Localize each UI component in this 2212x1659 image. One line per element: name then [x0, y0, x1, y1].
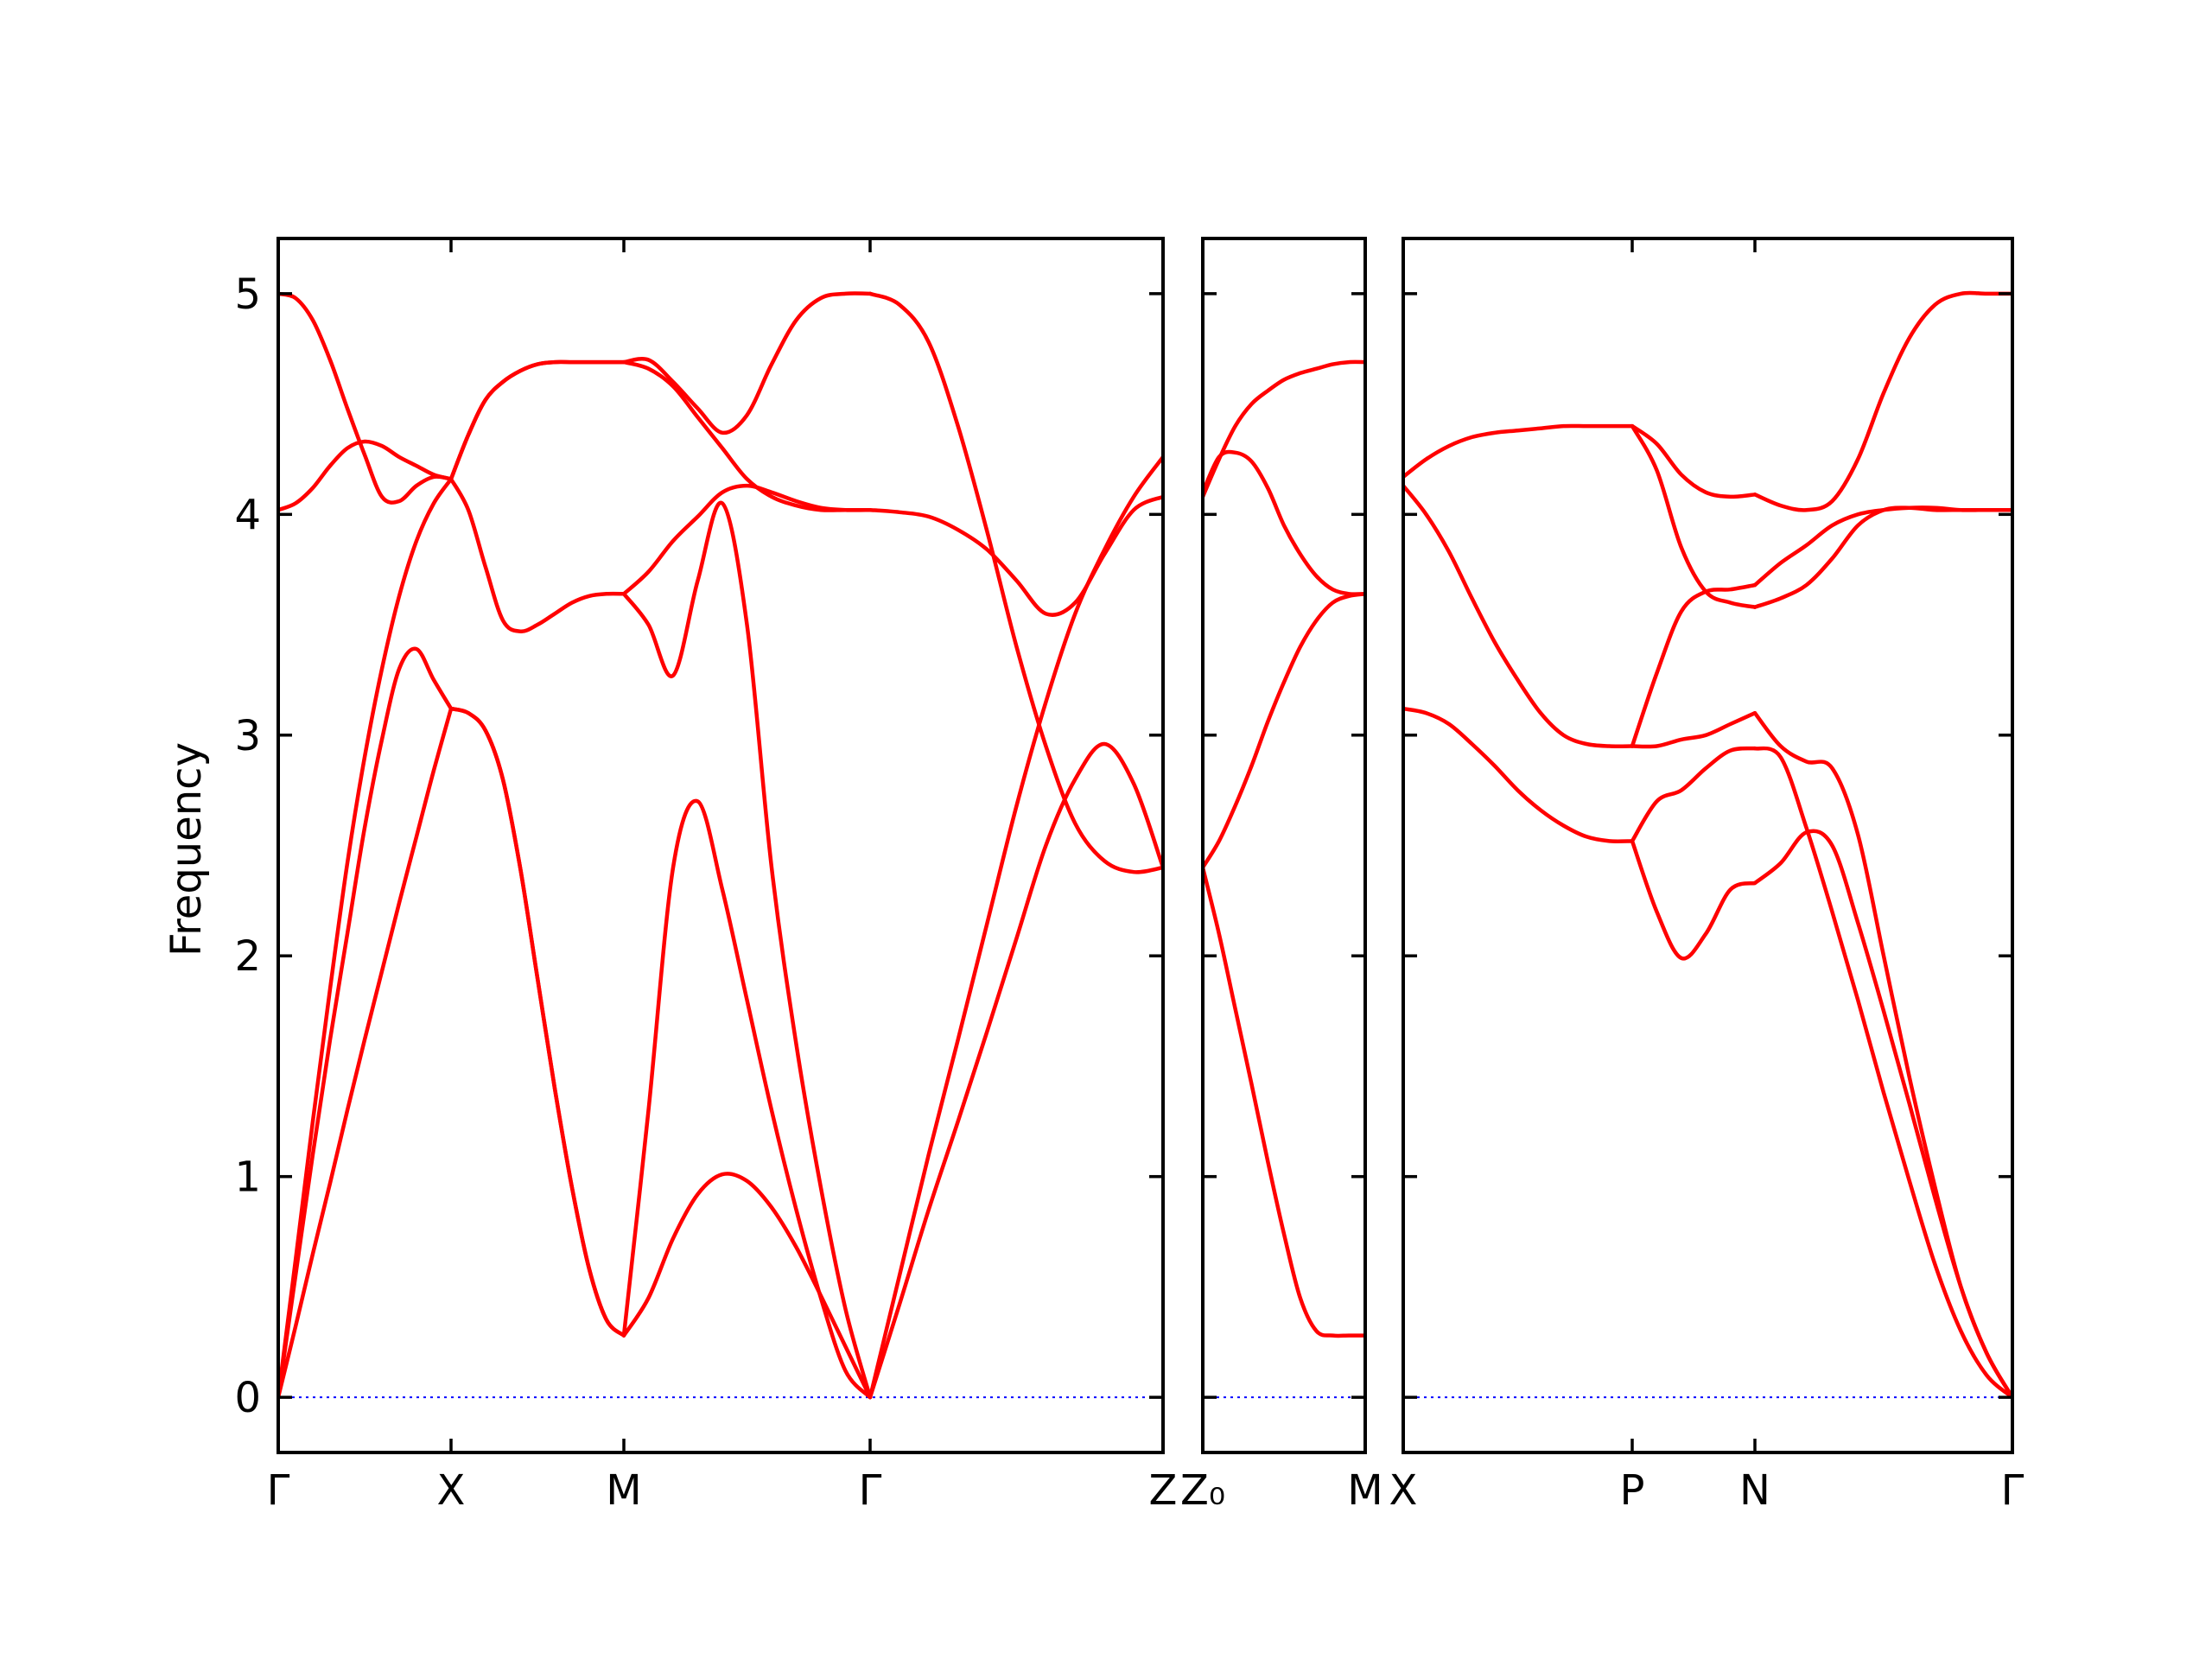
panel-frame [1402, 237, 2014, 1454]
band-line-1-2-1 [448, 706, 626, 1338]
band-line-2-1-3 [1203, 449, 1365, 596]
band-line-1-3-6 [621, 359, 873, 512]
band-line-3-1-1 [1403, 706, 1635, 844]
band-line-1-3-4 [621, 483, 873, 596]
y-tick-label: 2 [234, 932, 261, 981]
band-line-1-2-4 [448, 359, 626, 481]
band-line-3-2-5 [1630, 423, 1758, 609]
band-line-3-2-2 [1630, 746, 1758, 843]
band-line-1-1-4 [278, 439, 454, 512]
x-tick-label: M [1347, 1466, 1382, 1515]
band-line-2-1-4 [1203, 359, 1365, 499]
band-line-1-1-2 [278, 646, 454, 1400]
band-line-1-3-3 [621, 500, 873, 1400]
band-line-1-4-1 [868, 741, 1163, 1400]
y-tick-label: 0 [234, 1374, 261, 1422]
panel-frame [276, 237, 1165, 1454]
bands-group [278, 291, 1163, 1400]
band-line-2-1-1 [1203, 865, 1365, 1338]
band-line-1-1-1 [278, 706, 454, 1400]
band-line-3-2-1 [1630, 839, 1758, 961]
band-line-3-3-2 [1752, 746, 2012, 1400]
x-tick-label: X [1389, 1466, 1418, 1515]
band-line-1-1-3 [278, 477, 454, 1400]
band-line-1-4-4 [868, 291, 1163, 874]
band-line-3-3-4 [1752, 505, 2012, 588]
x-tick-label: P [1620, 1466, 1645, 1515]
band-line-3-3-1 [1752, 829, 2012, 1400]
y-tick-label: 4 [234, 491, 261, 539]
y-tick-label: 3 [234, 712, 261, 760]
band-line-3-2-3 [1630, 710, 1758, 749]
band-line-1-2-2 [448, 706, 626, 1338]
band-line-2-1-2 [1203, 592, 1365, 870]
band-line-3-3-3 [1752, 710, 2012, 1400]
band-line-1-3-1 [621, 1172, 873, 1400]
x-tick-label: Γ [267, 1466, 290, 1515]
band-line-3-3-6 [1752, 290, 2012, 512]
x-tick-label: Z₀ [1180, 1466, 1225, 1515]
bands-group [1203, 359, 1365, 1338]
bands-group [1403, 290, 2012, 1400]
y-tick-label: 5 [234, 270, 261, 319]
panel-2: Z₀ M [1180, 237, 1383, 1515]
y-tick-label: 1 [234, 1154, 261, 1202]
x-tick-label: Γ [859, 1466, 882, 1515]
x-tick-label: N [1739, 1466, 1770, 1515]
band-line-1-1-5 [278, 291, 454, 505]
x-tick-label: Γ [2001, 1466, 2024, 1515]
band-line-1-4-3 [868, 494, 1163, 617]
x-tick-label: Z [1149, 1466, 1178, 1515]
band-line-1-2-5 [448, 359, 626, 481]
x-tick-label: X [437, 1466, 466, 1515]
band-line-3-2-4 [1630, 582, 1758, 748]
band-line-1-2-3 [448, 477, 626, 634]
band-line-3-2-6 [1630, 423, 1758, 499]
panel-frame [1201, 237, 1367, 1454]
band-line-3-1-2 [1403, 483, 1635, 748]
band-line-1-3-2 [621, 798, 873, 1400]
band-line-1-4-2 [868, 454, 1163, 1400]
band-line-3-1-3 [1403, 423, 1635, 480]
band-line-1-3-5 [621, 291, 873, 435]
x-tick-label: M [606, 1466, 641, 1515]
band-line-3-3-5 [1752, 505, 2012, 609]
y-axis-label: Frequency [162, 742, 211, 957]
